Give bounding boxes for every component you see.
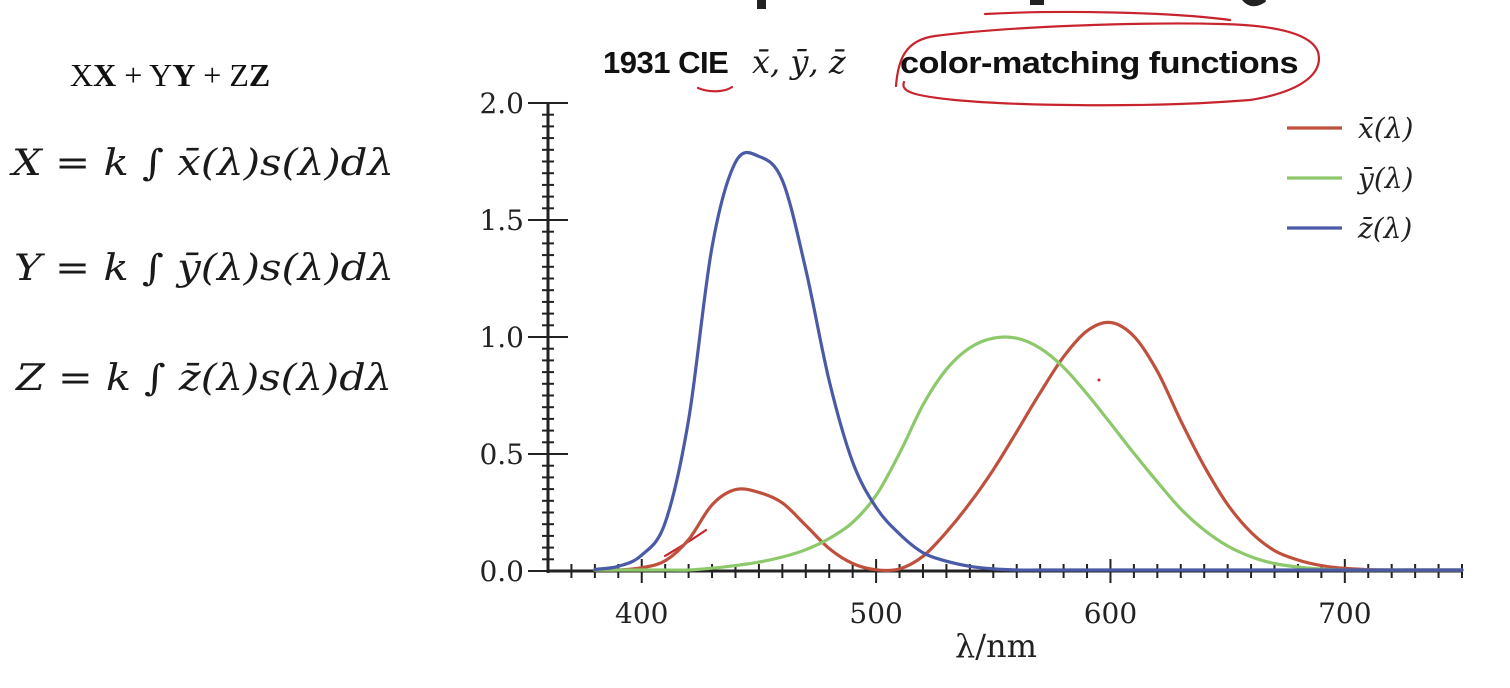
x-tick-label: 700 bbox=[1318, 597, 1371, 630]
combo-Z1: Z bbox=[229, 57, 249, 93]
y-tick-label: 1.5 bbox=[479, 204, 524, 237]
svg-text:XX + YY + ZZ: XX + YY + ZZ bbox=[70, 57, 270, 93]
x-tick-label: 500 bbox=[849, 597, 902, 630]
legend-y-bar: ȳ(λ) bbox=[1287, 162, 1413, 195]
chart-title-prefix: 1931 CIE bbox=[603, 45, 728, 80]
combo-Y2: Y bbox=[172, 57, 195, 93]
x-equation: X = k ∫ x̄(λ)s(λ)dλ bbox=[9, 143, 394, 184]
equation-combo: XX + YY + ZZ bbox=[70, 57, 270, 93]
y-equation: Y = k ∫ ȳ(λ)s(λ)dλ bbox=[14, 248, 394, 289]
chart-tick-labels: 400 500 600 700 0.0 0.5 1.0 1.5 2.0 bbox=[479, 87, 1371, 630]
legend-x-bar: x̄(λ) bbox=[1287, 112, 1413, 145]
combo-X2: X bbox=[93, 57, 116, 93]
combo-plus-1: + bbox=[116, 57, 149, 93]
chart-title: 1931 CIE x̄, ȳ, z̄ color-matching functi… bbox=[603, 43, 1299, 81]
y-tick-label: 1.0 bbox=[479, 321, 524, 354]
combo-Y1: Y bbox=[149, 57, 172, 93]
chart-title-math: x̄, ȳ, z̄ bbox=[752, 43, 847, 81]
legend-label: z̄(λ) bbox=[1357, 212, 1412, 245]
y-tick-label: 2.0 bbox=[479, 87, 524, 120]
x-axis-label: λ/nm bbox=[955, 627, 1037, 665]
banner-underline-annotation bbox=[983, 10, 1232, 22]
legend-z-bar: z̄(λ) bbox=[1287, 212, 1412, 245]
y-bar-curve bbox=[593, 335, 1464, 572]
y-tick-label: 0.5 bbox=[479, 438, 524, 471]
z-bar-curve bbox=[593, 150, 1464, 572]
combo-plus-2: + bbox=[195, 57, 229, 93]
combo-X1: X bbox=[70, 57, 93, 93]
legend-label: ȳ(λ) bbox=[1356, 162, 1413, 195]
legend-label: x̄(λ) bbox=[1358, 112, 1413, 145]
annotations bbox=[663, 10, 1320, 558]
title-ellipse-annotation bbox=[894, 22, 1320, 107]
chart-legend: x̄(λ) ȳ(λ) z̄(λ) bbox=[1287, 112, 1413, 245]
dot-annotation bbox=[1097, 378, 1101, 382]
banner-descender-3 bbox=[1242, 0, 1266, 7]
z-equation: Z = k ∫ z̄(λ)s(λ)dλ bbox=[15, 358, 392, 399]
cie-underline-annotation bbox=[696, 85, 734, 93]
x-bar-curve bbox=[593, 320, 1464, 573]
chart-title-text: color-matching functions bbox=[900, 45, 1298, 80]
banner-descender-2 bbox=[1030, 0, 1044, 5]
x-tick-label: 600 bbox=[1084, 597, 1137, 630]
y-tick-label: 0.0 bbox=[479, 555, 524, 588]
x-tick-label: 400 bbox=[615, 597, 668, 630]
banner-descender-1 bbox=[757, 0, 766, 9]
chart-curves bbox=[593, 150, 1464, 573]
combo-Z2: Z bbox=[249, 57, 270, 93]
